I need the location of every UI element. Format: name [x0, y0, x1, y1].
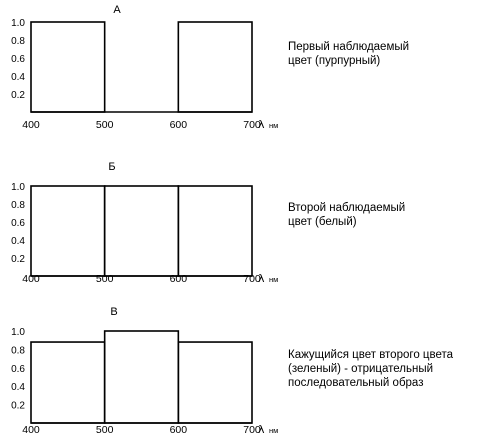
spectrum-bar	[177, 21, 253, 113]
y-tick-label: 0.8	[11, 36, 25, 47]
panel-letter: В	[110, 306, 117, 318]
y-tick-label: 0.6	[11, 364, 25, 375]
x-axis-symbol: λ	[258, 272, 265, 285]
y-tick-label: 1.0	[11, 18, 25, 29]
y-tick-label: 0.2	[11, 401, 25, 412]
x-tick-label: 600	[170, 424, 188, 436]
x-axis-unit: нм	[269, 275, 278, 284]
y-tick-label: 0.8	[11, 345, 25, 356]
x-tick-label: 600	[170, 273, 188, 285]
x-tick-label: 700	[243, 424, 261, 436]
x-tick-label: 400	[22, 424, 40, 436]
spectrum-bar	[177, 341, 253, 424]
x-tick-label: 400	[22, 273, 40, 285]
x-tick-label: 500	[96, 119, 114, 131]
y-tick-label: 0.8	[11, 200, 25, 211]
panel-letter: А	[113, 4, 121, 16]
y-tick-label: 0.2	[11, 90, 25, 101]
x-tick-label: 400	[22, 119, 40, 131]
panel-c: В 0.2 0.4 0.6 0.8 1.0 400 500 600 700 λ нм Кажущийс…	[0, 296, 477, 441]
x-axis-unit: нм	[269, 121, 278, 130]
y-tick-label: 1.0	[11, 182, 25, 193]
x-tick-label: 600	[170, 119, 188, 131]
x-axis-symbol: λ	[258, 423, 265, 436]
y-tick-label: 0.4	[11, 236, 25, 247]
x-axis-symbol: λ	[258, 118, 265, 131]
panel-b: Б 0.2 0.4 0.6 0.8 1.0 400 500 600 700 λ нм Второй н…	[0, 150, 477, 290]
spectrum-bar	[30, 185, 106, 277]
y-tick-label: 0.6	[11, 54, 25, 65]
spectrum-bar	[103, 185, 180, 277]
spectrum-bar	[30, 21, 106, 113]
x-tick-label: 700	[243, 273, 261, 285]
x-axis-unit: нм	[269, 426, 278, 435]
y-tick-label: 0.2	[11, 254, 25, 265]
spectrum-bar	[103, 330, 180, 424]
caption-a: Первый наблюдаемый цвет (пурпурный)	[288, 41, 410, 67]
x-tick-label: 500	[96, 273, 114, 285]
caption-b: Второй наблюдаемый цвет (белый)	[288, 202, 406, 228]
y-tick-label: 0.4	[11, 72, 25, 83]
x-tick-label: 700	[243, 119, 261, 131]
x-tick-label: 500	[96, 424, 114, 436]
spectrum-bar	[30, 341, 106, 424]
spectrum-bar	[177, 185, 253, 277]
panel-a: А 0.2 0.4 0.6 0.8 1.0 400 500 600 700 λ нм Первый н…	[0, 0, 477, 140]
y-tick-label: 1.0	[11, 327, 25, 338]
y-tick-label: 0.6	[11, 218, 25, 229]
y-tick-label: 0.4	[11, 382, 25, 393]
panel-letter: Б	[108, 161, 115, 173]
caption-c: Кажущийся цвет второго цвета (зеленый) -…	[288, 349, 454, 389]
